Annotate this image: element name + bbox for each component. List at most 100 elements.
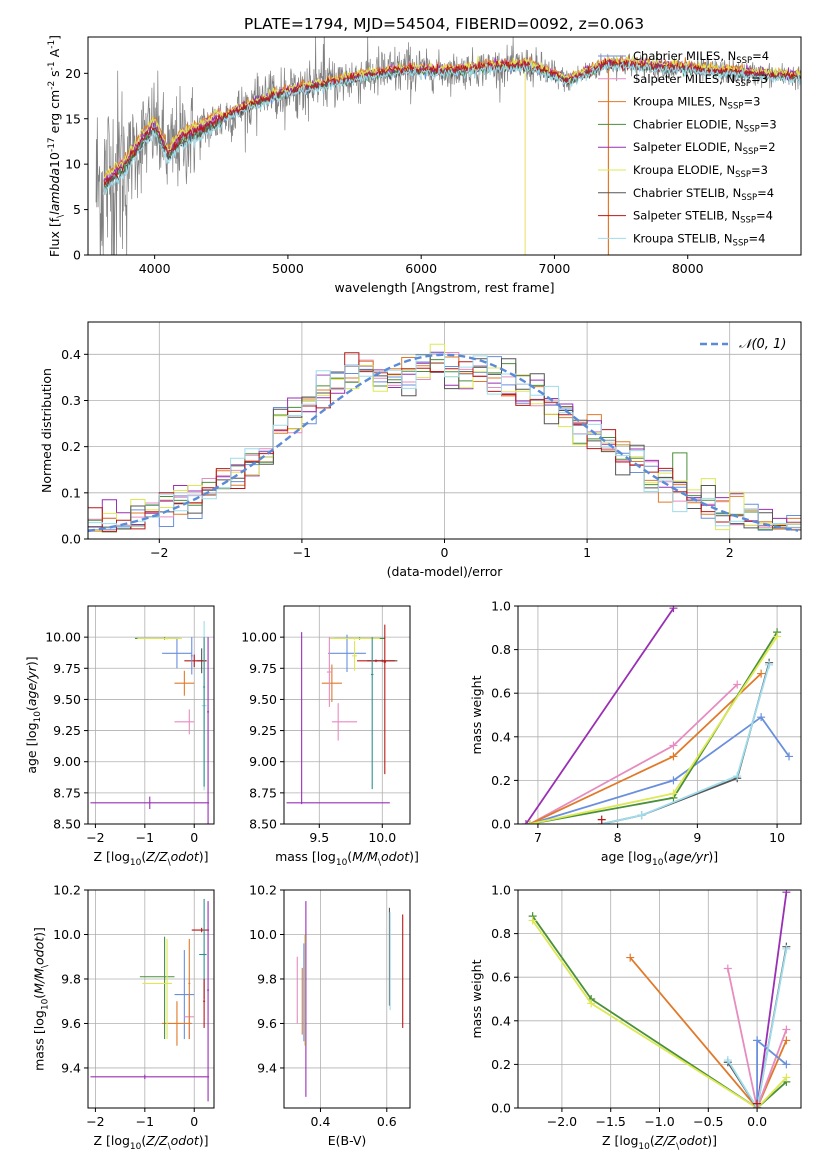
weight-vs-age-ytick-label: 0.6 bbox=[491, 686, 511, 701]
weight-vs-Z-plot-area bbox=[528, 890, 791, 1108]
residuals-ylabel: Normed distribution bbox=[39, 368, 54, 493]
mass-vs-EBV-ytick-label: 9.4 bbox=[257, 1060, 277, 1075]
weight-vs-age-point-marker bbox=[669, 776, 678, 785]
age-vs-Z-frame: −2 −1 0 8.50 8.75 9.00 9.25 9.50 9.75 10.00 Z [log… bbox=[24, 605, 215, 868]
mass-vs-Z-ytick-label: 9.6 bbox=[61, 1016, 81, 1031]
mass-vs-EBV-ytick-label: 9.8 bbox=[257, 971, 277, 986]
weight-vs-Z-frame: −2.0 −1.5 −1.0 −0.5 0.0 0.0 0.2 0.4 0.6 0.8 1.0 Z [… bbox=[469, 883, 802, 1152]
weight-vs-age-point-marker bbox=[597, 815, 606, 824]
age-vs-Z-ytick-label: 8.50 bbox=[53, 817, 81, 832]
spectrum-xtick-label: 4000 bbox=[139, 261, 171, 276]
spectrum-legend-label: Salpeter STELIB, NSSP=4 bbox=[633, 209, 773, 226]
weight-vs-age-xtick-label: 9 bbox=[693, 830, 701, 845]
weight-vs-Z-ytick-label: 0.2 bbox=[491, 1057, 511, 1072]
spectrum-legend-label: Kroupa MILES, NSSP=3 bbox=[633, 95, 760, 112]
weight-vs-age-point-marker bbox=[521, 820, 530, 824]
weight-vs-Z-xlabel: Z [log10(Z/Z\odot)] bbox=[602, 1133, 717, 1152]
weight-vs-Z-point-marker bbox=[723, 964, 732, 973]
weight-vs-age-point-marker bbox=[669, 789, 678, 798]
mass-vs-Z-xtick-label: −1 bbox=[136, 1114, 154, 1129]
age-vs-Z-xtick-label: −1 bbox=[136, 830, 154, 845]
age-vs-mass-spines bbox=[283, 605, 411, 825]
weight-vs-age-ytick-label: 0.2 bbox=[491, 773, 511, 788]
mass-vs-Z-ytick-label: 10.0 bbox=[53, 927, 81, 942]
spectrum-plot-area bbox=[95, 37, 801, 255]
residuals-xtick-label: −2 bbox=[150, 545, 168, 560]
age-vs-Z-ytick-label: 9.75 bbox=[53, 661, 81, 676]
weight-vs-age-series-line bbox=[525, 607, 675, 824]
weight-vs-Z-point-marker bbox=[782, 1060, 791, 1069]
mass-vs-EBV-ytick-label: 10.2 bbox=[249, 883, 277, 898]
figure-title: PLATE=1794, MJD=54504, FIBERID=0092, z=0… bbox=[244, 15, 644, 33]
mass-vs-EBV-spines bbox=[283, 889, 411, 1109]
mass-vs-Z-ylabel: mass [log10(M/M\odot)] bbox=[32, 927, 51, 1071]
age-vs-Z-spines bbox=[87, 605, 215, 825]
mass-vs-Z-plot-area bbox=[90, 898, 210, 1102]
weight-vs-Z-point-marker bbox=[782, 1073, 791, 1082]
weight-vs-age-plot-area bbox=[521, 606, 794, 824]
age-vs-mass-xtick-label: 10.0 bbox=[368, 830, 396, 845]
weight-vs-age-frame: 7 8 9 10 0.0 0.2 0.4 0.6 0.8 1.0 age [log10(age/yr… bbox=[469, 599, 802, 868]
mass-vs-EBV-frame: 0.4 0.6 9.4 9.6 9.8 10.0 10.2 E(B-V) bbox=[249, 883, 411, 1148]
weight-vs-Z-series-line bbox=[727, 948, 788, 1108]
weight-vs-age-ytick-label: 0.4 bbox=[491, 729, 511, 744]
age-vs-Z-xtick-label: −2 bbox=[86, 830, 104, 845]
residuals-histogram-step bbox=[88, 343, 801, 539]
weight-vs-Z-point-marker bbox=[528, 916, 537, 925]
weight-vs-Z-point-marker bbox=[782, 890, 791, 897]
mass-vs-EBV-ytick-label: 10.0 bbox=[249, 927, 277, 942]
weight-vs-Z-series-line bbox=[531, 915, 787, 1108]
weight-vs-Z-ylabel: mass weight bbox=[469, 959, 484, 1038]
weight-vs-Z-point-marker bbox=[782, 944, 791, 953]
weight-vs-Z-point-marker bbox=[723, 1056, 732, 1065]
weight-vs-age-ylabel: mass weight bbox=[469, 675, 484, 754]
weight-vs-age-ytick-label: 0.8 bbox=[491, 642, 511, 657]
weight-vs-age-xtick-label: 10 bbox=[769, 830, 785, 845]
spectrum-legend-label: Kroupa ELODIE, NSSP=3 bbox=[633, 163, 768, 180]
spectrum-model-line bbox=[103, 58, 801, 186]
spectrum-xlabel: wavelength [Angstrom, rest frame] bbox=[334, 280, 554, 295]
residuals-legend: 𝒩(0, 1) bbox=[700, 337, 786, 352]
age-vs-mass-frame: 9.5 10.0 8.50 8.75 9.00 9.25 9.50 9.75 10.00 mass… bbox=[241, 605, 419, 868]
weight-vs-age-spines bbox=[517, 605, 802, 825]
weight-vs-Z-ytick-label: 0.0 bbox=[491, 1101, 511, 1116]
weight-vs-Z-point-marker bbox=[753, 1099, 762, 1108]
weight-vs-Z-xtick-label: −1.0 bbox=[644, 1114, 674, 1129]
weight-vs-age-point-marker bbox=[637, 811, 646, 820]
residuals-ytick-label: 0.2 bbox=[61, 439, 81, 454]
residuals-legend-label: 𝒩(0, 1) bbox=[739, 337, 786, 352]
weight-vs-Z-ytick-label: 0.8 bbox=[491, 926, 511, 941]
weight-vs-Z-xtick-label: −2.0 bbox=[547, 1114, 577, 1129]
weight-vs-Z-xtick-label: −1.5 bbox=[596, 1114, 626, 1129]
age-vs-mass-xlabel: mass [log10(M/M\odot)] bbox=[275, 849, 419, 868]
weight-vs-age-point-marker bbox=[669, 752, 678, 761]
age-vs-mass-xtick-label: 9.5 bbox=[309, 830, 329, 845]
weight-vs-Z-point-marker bbox=[753, 1036, 762, 1045]
spectrum-ytick-label: 15 bbox=[65, 111, 81, 126]
mass-vs-Z-spines bbox=[87, 889, 215, 1109]
weight-vs-age-series-line bbox=[601, 664, 770, 824]
weight-vs-Z-point-marker bbox=[782, 1036, 791, 1045]
residuals-xtick-label: 0 bbox=[441, 545, 449, 560]
age-vs-Z-xtick-label: 0 bbox=[190, 830, 198, 845]
weight-vs-Z-series-line bbox=[756, 892, 788, 1108]
residuals-histogram-step bbox=[88, 353, 801, 539]
age-vs-Z-xlabel: Z [log10(Z/Z\odot)] bbox=[93, 849, 208, 868]
weight-vs-age-point-marker bbox=[669, 741, 678, 750]
residuals-ytick-label: 0.4 bbox=[61, 347, 81, 362]
residuals-normal-curve bbox=[88, 353, 799, 533]
mass-vs-EBV-xtick-label: 0.6 bbox=[377, 1114, 397, 1129]
spectrum-legend-label: Chabrier MILES, NSSP=4 bbox=[633, 49, 769, 66]
weight-vs-age-series-line bbox=[529, 715, 790, 824]
mass-vs-Z-xtick-label: 0 bbox=[190, 1114, 198, 1129]
spectrum-ytick-label: 0 bbox=[73, 248, 81, 263]
weight-vs-age-point-marker bbox=[785, 752, 794, 761]
spectrum-xtick-label: 7000 bbox=[539, 261, 571, 276]
weight-vs-age-point-marker bbox=[733, 680, 742, 689]
spectrum-legend: Chabrier MILES, NSSP=4 Salpeter MILES, NS… bbox=[598, 49, 777, 248]
spectrum-xtick-label: 5000 bbox=[272, 261, 304, 276]
spectrum-frame: 4000 5000 6000 7000 8000 0 5 10 15 20 wavelength [… bbox=[47, 35, 802, 295]
age-vs-Z-ytick-label: 9.50 bbox=[53, 692, 81, 707]
spectrum-model-line bbox=[103, 60, 801, 195]
spectrum-legend-label: Kroupa STELIB, NSSP=4 bbox=[633, 231, 765, 248]
